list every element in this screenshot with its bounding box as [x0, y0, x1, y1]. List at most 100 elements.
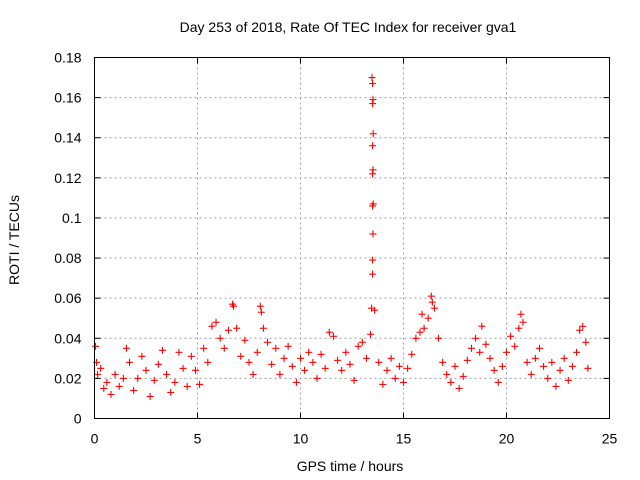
data-point — [268, 360, 276, 368]
x-axis-ticks: 0 5 10 15 20 25 — [91, 57, 617, 447]
data-point — [552, 382, 560, 390]
y-tick-label: 0.12 — [54, 170, 81, 186]
data-point — [216, 334, 224, 342]
data-point — [100, 384, 108, 392]
data-point — [579, 322, 587, 330]
data-point — [103, 378, 111, 386]
data-point — [241, 336, 249, 344]
data-point — [256, 302, 264, 310]
data-point — [230, 302, 238, 310]
data-point — [245, 358, 253, 366]
data-point — [383, 366, 391, 374]
y-tick-label: 0.02 — [54, 370, 81, 386]
data-point — [329, 332, 337, 340]
data-point — [584, 364, 592, 372]
data-point — [158, 346, 166, 354]
data-point — [146, 392, 154, 400]
data-point — [404, 364, 412, 372]
data-point — [535, 344, 543, 352]
data-point — [387, 354, 395, 362]
data-point — [371, 306, 379, 314]
data-point — [369, 256, 377, 264]
data-point — [257, 308, 265, 316]
y-axis-label: ROTI / TECUs — [6, 195, 22, 285]
data-point — [368, 74, 376, 82]
data-point — [179, 364, 187, 372]
data-point — [317, 350, 325, 358]
data-point — [463, 356, 471, 364]
data-point — [97, 364, 105, 372]
data-point — [369, 142, 377, 150]
data-point — [544, 374, 552, 382]
x-tick-label: 10 — [293, 431, 309, 447]
data-point — [130, 386, 138, 394]
data-point — [424, 314, 432, 322]
data-point — [540, 362, 548, 370]
x-tick-label: 20 — [499, 431, 515, 447]
data-point — [171, 378, 179, 386]
data-point — [503, 348, 510, 356]
data-point — [233, 324, 241, 332]
data-point — [573, 348, 581, 356]
x-axis-label: GPS time / hours — [297, 458, 404, 474]
data-point — [435, 334, 443, 342]
data-point — [163, 370, 171, 378]
data-point — [455, 384, 463, 392]
data-point — [560, 354, 568, 362]
data-point — [325, 328, 333, 336]
data-point — [200, 344, 208, 352]
data-point — [276, 370, 284, 378]
data-point — [334, 356, 342, 364]
data-point — [369, 270, 377, 278]
x-tick-label: 15 — [396, 431, 412, 447]
data-point — [253, 348, 261, 356]
y-tick-label: 0.14 — [54, 130, 81, 146]
data-point — [167, 388, 175, 396]
data-point — [467, 344, 475, 352]
data-point — [292, 378, 300, 386]
data-point — [400, 378, 407, 386]
data-point — [582, 338, 590, 346]
data-point — [494, 378, 502, 386]
data-point — [305, 348, 313, 356]
data-point — [237, 352, 245, 360]
data-point — [138, 352, 146, 360]
data-point — [418, 310, 426, 318]
data-point — [515, 324, 523, 332]
data-point — [375, 358, 383, 366]
x-tick-label: 0 — [91, 431, 99, 447]
grid-lines — [94, 57, 610, 419]
data-point — [354, 342, 362, 350]
data-point — [511, 342, 519, 350]
data-point — [576, 326, 584, 334]
data-point — [517, 310, 525, 318]
data-point — [519, 318, 527, 326]
data-point — [478, 322, 486, 330]
data-point — [342, 348, 350, 356]
data-point — [301, 366, 309, 374]
data-point — [482, 340, 490, 348]
data-point — [224, 326, 232, 334]
data-point — [288, 362, 296, 370]
y-tick-label: 0.08 — [54, 250, 81, 266]
data-point — [416, 328, 424, 336]
data-point — [196, 380, 204, 388]
data-point — [313, 374, 321, 382]
y-tick-label: 0 — [74, 411, 82, 427]
data-point — [92, 342, 100, 350]
data-point — [439, 358, 447, 366]
data-point — [175, 348, 183, 356]
data-point — [490, 366, 498, 374]
data-point — [220, 344, 228, 352]
data-point — [122, 344, 130, 352]
data-point — [369, 230, 377, 238]
data-point — [531, 354, 539, 362]
data-point — [272, 344, 280, 352]
data-point — [126, 358, 134, 366]
data-point — [309, 358, 317, 366]
data-point — [476, 348, 484, 356]
data-point — [369, 96, 377, 104]
data-point — [280, 354, 288, 362]
data-point — [362, 354, 370, 362]
